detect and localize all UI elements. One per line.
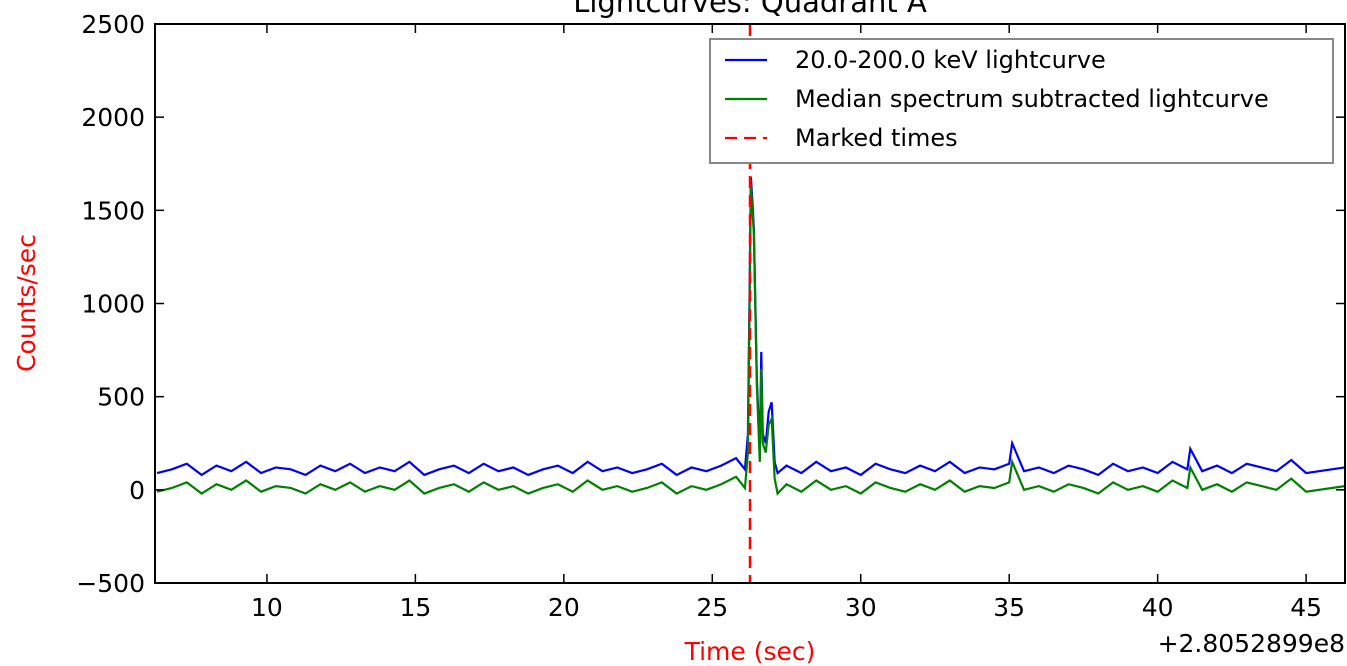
legend-label: Median spectrum subtracted lightcurve [795,85,1269,113]
chart-title: Lightcurves: Quadrant A [573,0,927,19]
x-tick-label: 15 [399,593,431,622]
y-tick-label: −500 [76,569,145,598]
y-tick-label: 0 [129,476,145,505]
x-tick-label: 35 [993,593,1025,622]
x-tick-label: 25 [696,593,728,622]
x-tick-label: 30 [845,593,877,622]
x-tick-label: 10 [251,593,283,622]
x-axis-label: Time (sec) [684,637,816,666]
legend-frame [709,38,1334,164]
x-tick-label: 40 [1142,593,1174,622]
x-tick-label: 45 [1290,593,1322,622]
legend: 20.0-200.0 keV lightcurve Median spectrum… [709,38,1334,164]
y-tick-label: 500 [97,383,145,412]
x-tick-label: 20 [548,593,580,622]
y-axis-label: Counts/sec [12,234,41,372]
y-tick-label: 2500 [81,10,145,39]
y-tick-label: 1500 [81,196,145,225]
y-tick-label: 2000 [81,103,145,132]
y-tick-label: 1000 [81,290,145,319]
series-line [156,184,1345,496]
legend-label: Marked times [795,124,958,152]
plot-area [156,176,1345,496]
legend-label: 20.0-200.0 keV lightcurve [795,46,1106,74]
x-offset-label: +2.8052899e8 [1158,629,1345,658]
